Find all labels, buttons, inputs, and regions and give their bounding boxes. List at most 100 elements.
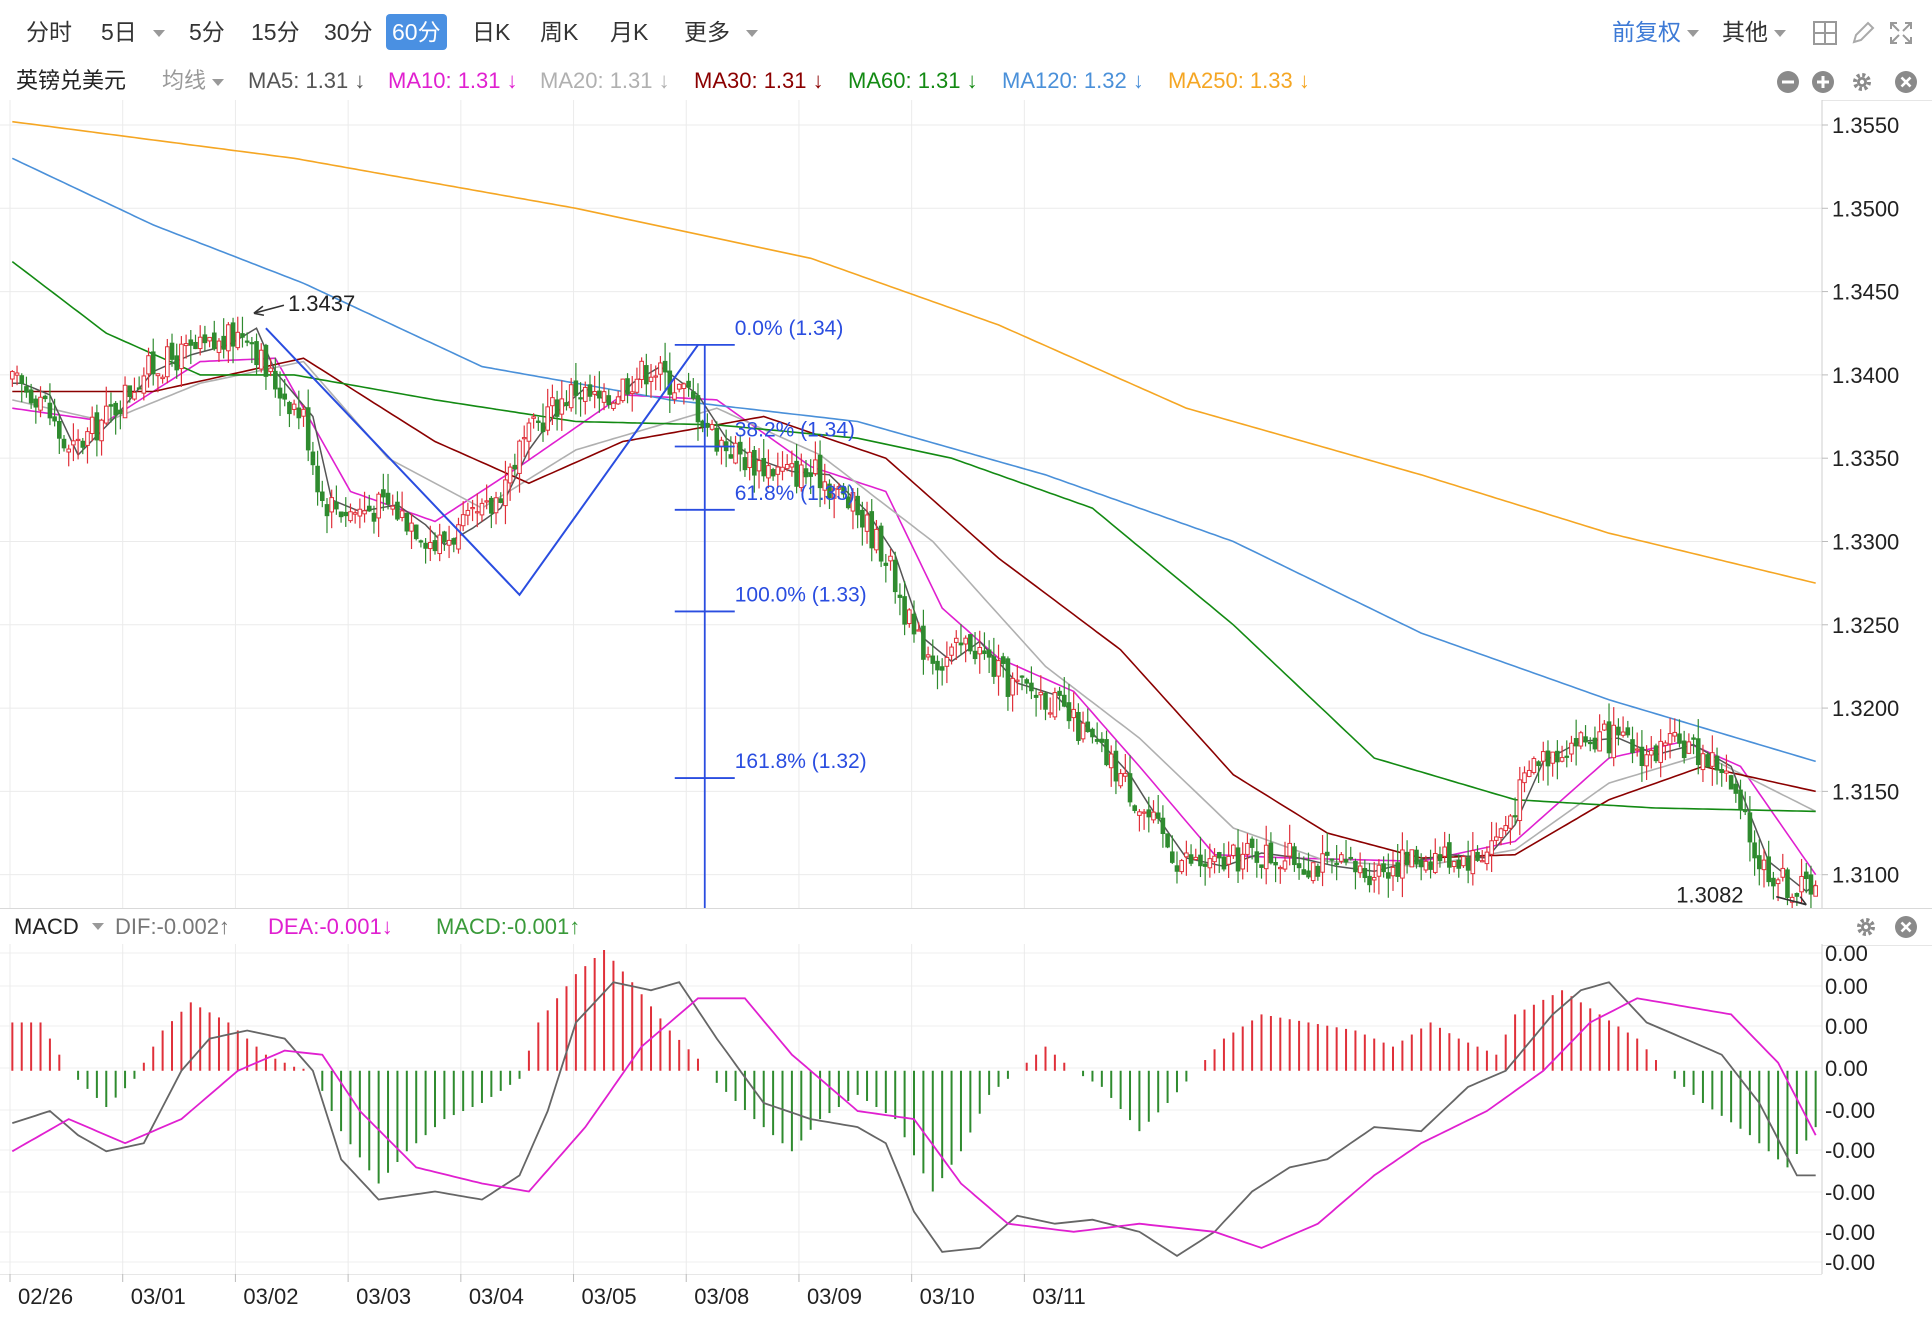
candle-body [409, 522, 414, 532]
candle-body [935, 660, 940, 671]
candle [404, 512, 410, 536]
candle-body [742, 457, 748, 471]
candle [1663, 740, 1668, 761]
ma30-value: MA30: 1.31 ↓ [694, 68, 824, 93]
candle-body [352, 512, 358, 515]
candle-body [19, 375, 25, 384]
candle [99, 418, 104, 456]
ma-dropdown[interactable]: 均线 [162, 66, 225, 96]
candle [756, 448, 762, 489]
high-label: 1.3437 [288, 291, 355, 316]
candle-body [80, 440, 86, 448]
tab-weekly-k[interactable]: 周K [540, 19, 579, 45]
candle-body [1442, 846, 1447, 857]
macd-chart[interactable]: 0.00 0.00 0.00 0.00 -0.00 -0.00 -0.00 -0.00 -0.0… [0, 944, 1932, 1274]
candle-body [695, 395, 701, 423]
candle-body [165, 346, 170, 378]
candle-body [578, 397, 583, 400]
candle [1606, 703, 1612, 759]
candle [897, 583, 903, 616]
candle-body [1169, 851, 1175, 863]
close-icon[interactable] [1894, 915, 1918, 939]
candle [1738, 779, 1743, 820]
candle [869, 499, 875, 562]
candle [1123, 754, 1128, 783]
candle-body [1038, 691, 1044, 696]
close-icon[interactable] [1894, 70, 1918, 94]
candle [296, 390, 302, 430]
candle-body [1630, 739, 1635, 754]
candle [714, 421, 720, 456]
settings-gear-icon[interactable] [1850, 70, 1874, 94]
other-dropdown[interactable]: 其他 [1722, 14, 1787, 50]
candle [136, 376, 142, 390]
candle [1620, 716, 1626, 738]
tab-60min[interactable]: 60分 [386, 14, 447, 50]
candle-body [1353, 860, 1358, 873]
candle [559, 380, 565, 432]
candle-body [254, 341, 259, 366]
candle [550, 384, 555, 425]
dea-line [11, 997, 1817, 1249]
candle-body [747, 451, 752, 469]
candle [517, 439, 522, 493]
tab-timeshare[interactable]: 分时 [26, 19, 72, 45]
macd-legend-row: MACD DIF:-0.002↑ DEA:-0.001↓ MACD:-0.001… [0, 908, 1932, 946]
candle-body [1141, 811, 1147, 814]
pencil-icon[interactable] [1850, 20, 1876, 46]
candle [747, 437, 752, 481]
tab-5day[interactable]: 5日 [95, 14, 171, 50]
tab-5min[interactable]: 5分 [189, 19, 225, 45]
tab-30min[interactable]: 30分 [324, 19, 373, 45]
fullscreen-icon[interactable] [1888, 20, 1914, 46]
candle-body [794, 460, 799, 487]
candle-body [1512, 815, 1518, 818]
candle-body [334, 501, 339, 510]
zoom-in-icon[interactable] [1811, 70, 1835, 94]
candle-body [244, 340, 250, 343]
candle [24, 376, 29, 398]
price-tick-label: 1.3250 [1832, 613, 1899, 638]
candle [658, 356, 663, 391]
candle [442, 530, 447, 551]
candle [80, 437, 86, 455]
candle-body [1029, 682, 1034, 692]
candle [165, 338, 170, 384]
tab-more[interactable]: 更多 [678, 14, 764, 50]
tab-daily-k[interactable]: 日K [472, 19, 511, 45]
candle [1677, 719, 1682, 748]
chevron-down-icon [153, 30, 166, 38]
candle [521, 425, 527, 458]
candle-body [1202, 863, 1208, 867]
candle [85, 427, 90, 464]
candle [1249, 836, 1255, 860]
candle-body [418, 540, 424, 543]
candle [127, 385, 133, 403]
candle [1146, 796, 1152, 833]
candle-body [1310, 862, 1316, 882]
macd-grid [0, 944, 1823, 1274]
candle [460, 501, 466, 532]
candle-body [357, 508, 363, 517]
candle [615, 391, 621, 405]
settings-gear-icon[interactable] [1854, 915, 1878, 939]
candle [1212, 848, 1217, 874]
candle-body [52, 416, 57, 422]
zoom-out-icon[interactable] [1776, 70, 1800, 94]
candle [174, 343, 180, 379]
candle-body [775, 466, 781, 475]
candle-body [1667, 733, 1673, 745]
candle [827, 479, 832, 510]
price-grid [0, 100, 1823, 908]
candle-body [1320, 853, 1325, 873]
candle [1057, 686, 1062, 711]
ma-legend-row: 英镑兑美元 均线 MA5: 1.31 ↓ MA10: 1.31 ↓ MA20: … [0, 62, 1932, 101]
tab-15min[interactable]: 15分 [251, 19, 300, 45]
candle [512, 453, 518, 476]
grid-layout-icon[interactable] [1812, 20, 1838, 46]
date-tick-label: 03/04 [469, 1284, 524, 1309]
chevron-down-icon[interactable] [92, 923, 104, 930]
price-chart[interactable]: 0.0% (1.34) 38.2% (1.34) 61.8% (1.33) 100.0… [0, 100, 1932, 908]
adjust-dropdown[interactable]: 前复权 [1612, 14, 1700, 50]
tab-monthly-k[interactable]: 月K [610, 19, 649, 45]
